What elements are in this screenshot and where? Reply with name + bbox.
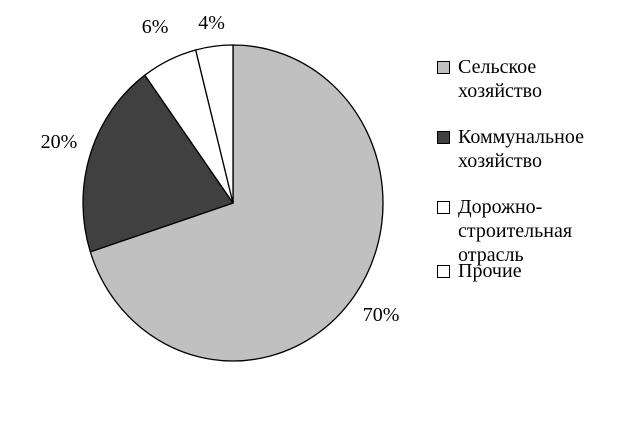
legend-item: Дорожно-строительная отрасль — [437, 195, 627, 267]
legend: Сельское хозяйство Коммунальное хозяйство… — [437, 55, 627, 305]
data-label: 70% — [363, 304, 400, 326]
legend-label: Коммунальное хозяйство — [458, 126, 584, 172]
legend-swatch — [437, 131, 450, 144]
data-label: 20% — [41, 131, 78, 153]
legend-item: Коммунальное хозяйство — [437, 125, 627, 173]
legend-swatch — [437, 61, 450, 74]
legend-item: Сельское хозяйство — [437, 55, 627, 103]
pie-slice — [89, 44, 384, 362]
pie-slice — [82, 74, 235, 253]
legend-label: Прочие — [458, 260, 522, 282]
data-label: 4% — [198, 12, 225, 34]
data-label: 6% — [142, 16, 169, 38]
legend-swatch — [437, 265, 450, 278]
legend-swatch — [437, 201, 450, 214]
legend-label: Дорожно-строительная отрасль — [458, 196, 573, 266]
legend-item: Прочие — [437, 259, 627, 283]
pie-slice — [194, 44, 234, 204]
legend-label: Сельское хозяйство — [458, 56, 542, 102]
